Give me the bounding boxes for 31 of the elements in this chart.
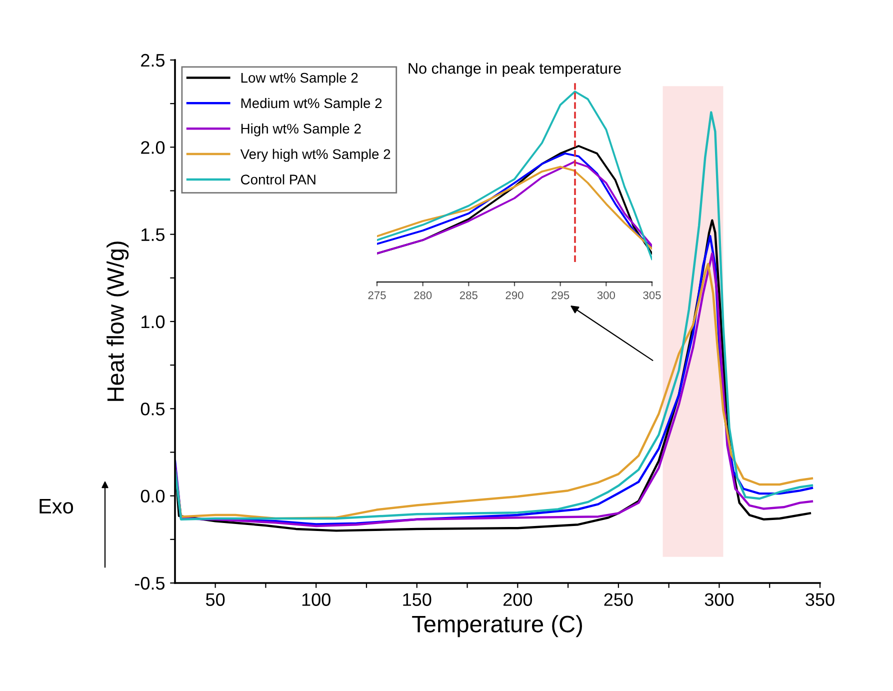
x-tick-label: 305	[643, 291, 661, 300]
text: Exo	[40, 499, 74, 514]
x-tick-label: 295	[552, 291, 570, 300]
x-tick-label: 290	[506, 291, 524, 300]
legend-label: Low wt% Sample 2	[241, 72, 358, 86]
x-tick-label: 200	[504, 593, 532, 606]
chart-title: No change in peak temperature	[408, 62, 621, 77]
line-series	[175, 111, 814, 520]
y-tick-label: 2.5	[141, 54, 165, 67]
x-tick-label: 250	[604, 593, 633, 606]
legend-label: Control PAN	[240, 174, 316, 184]
legend-label: Very high wt% Sample 2	[240, 148, 390, 162]
legend-label: High wt% Sample 2	[241, 123, 361, 136]
y-tick-label: -0.5	[134, 576, 165, 590]
x-tick-label: 285	[460, 291, 478, 300]
x-tick-label: 150	[403, 593, 432, 606]
y-axis-title: Heat flow (W/g)	[106, 242, 129, 401]
legend-label: Medium wt% Sample 2	[241, 98, 382, 111]
x-tick-label: 280	[414, 291, 432, 300]
y-tick-label: 1.0	[142, 315, 165, 328]
x-tick-label: 100	[302, 593, 330, 606]
y-tick-label: 0.0	[140, 490, 165, 503]
x-tick-label: 50	[206, 593, 225, 606]
y-tick-label: 0.5	[140, 402, 165, 416]
y-tick-label: 1.5	[142, 228, 165, 242]
x-tick-label: 350	[806, 593, 834, 606]
x-axis-title: Temperature (C)	[412, 615, 582, 638]
x-tick-label: 300	[597, 291, 615, 300]
y-tick-label: 2.0	[141, 141, 165, 154]
x-tick-label: 275	[368, 291, 386, 300]
x-tick-label: 300	[704, 593, 734, 606]
